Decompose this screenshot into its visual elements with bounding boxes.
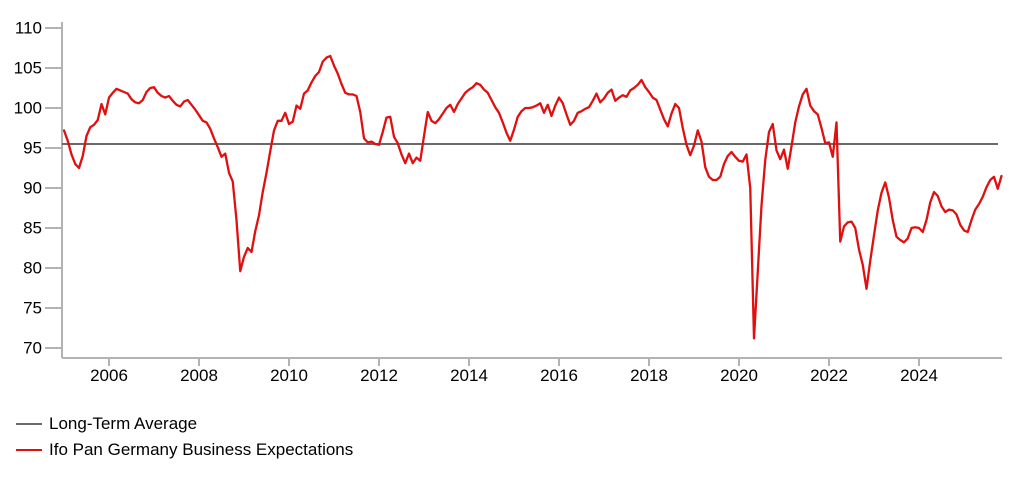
line-chart: 70 75 80 85 90 95 100 105 110 2006 2008 2010 2012 201… [14,19,1003,385]
y-tick-label: 75 [23,299,42,318]
legend: Long-Term Average Ifo Pan Germany Busine… [16,411,353,463]
x-tick-label: 2008 [180,366,218,385]
x-tick-label: 2012 [360,366,398,385]
gray-line-swatch-icon [16,423,42,425]
x-tick-label: 2024 [900,366,938,385]
legend-label-ifo-expectations: Ifo Pan Germany Business Expectations [49,440,354,459]
y-tick-label: 80 [23,259,42,278]
y-tick-label: 100 [14,99,42,118]
y-tick-label: 110 [15,19,42,38]
x-tick-label: 2014 [450,366,488,385]
x-tick-label: 2016 [540,366,578,385]
x-tick-label: 2020 [720,366,758,385]
y-tick-label: 85 [23,219,42,238]
legend-label-long-term-average: Long-Term Average [49,414,198,433]
red-line-swatch-icon [16,449,42,451]
x-tick-label: 2006 [90,366,128,385]
y-tick-label: 70 [23,339,42,358]
x-tick-label: 2010 [270,366,308,385]
ifo-expectations-line [62,54,1003,340]
y-tick-label: 90 [23,179,42,198]
y-tick-label: 95 [23,139,42,158]
x-tick-label: 2018 [630,366,668,385]
x-tick-label: 2022 [810,366,848,385]
legend-item-long-term-average: Long-Term Average [16,411,353,437]
y-tick-label: 105 [14,59,42,78]
legend-item-ifo-expectations: Ifo Pan Germany Business Expectations [16,437,353,463]
